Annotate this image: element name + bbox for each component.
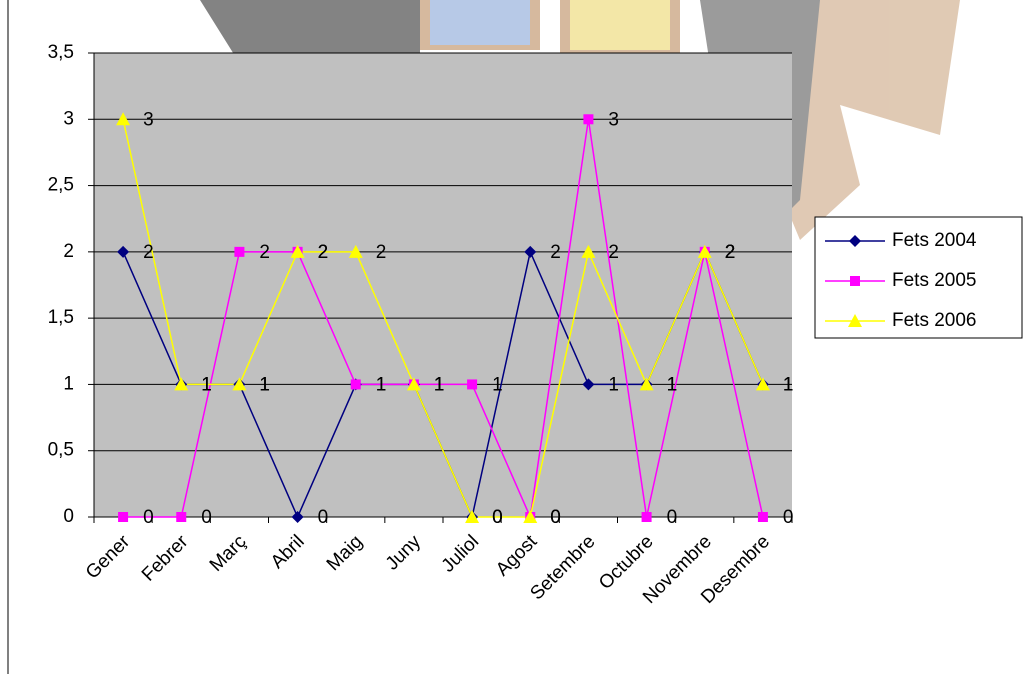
marker — [581, 244, 596, 258]
data-label: 2 — [725, 242, 736, 263]
marker — [406, 377, 421, 391]
legend-marker — [848, 314, 862, 327]
data-label: 0 — [201, 507, 212, 528]
x-tick-label: Gener — [82, 531, 135, 584]
x-tick-label: Febrer — [138, 531, 193, 586]
legend-marker — [850, 276, 860, 286]
data-label: 1 — [201, 374, 212, 395]
data-label: 2 — [725, 242, 736, 263]
data-label: 2 — [318, 242, 329, 263]
marker — [174, 377, 189, 391]
y-tick-label: 1,5 — [48, 307, 74, 328]
data-label: 0 — [143, 507, 154, 528]
marker — [755, 377, 770, 391]
data-label: 1 — [783, 374, 794, 395]
data-label: 2 — [608, 242, 619, 263]
data-label: 1 — [376, 374, 387, 395]
data-label: 3 — [143, 109, 154, 130]
marker — [697, 244, 712, 258]
data-label: 0 — [667, 507, 678, 528]
legend-box — [814, 216, 1023, 339]
data-label: 1 — [434, 374, 445, 395]
data-label: 1 — [434, 374, 445, 395]
marker — [757, 512, 768, 522]
marker — [639, 377, 654, 391]
marker — [641, 512, 652, 522]
data-label: 2 — [259, 242, 270, 263]
data-label: 1 — [259, 374, 270, 395]
data-label: 0 — [492, 507, 503, 528]
y-tick-label: 1 — [63, 373, 74, 394]
data-label: 2 — [550, 242, 561, 263]
data-label: 0 — [550, 507, 561, 528]
marker — [291, 511, 304, 523]
x-tick-label: Març — [206, 531, 251, 576]
marker — [582, 378, 595, 391]
data-label: 3 — [608, 109, 619, 130]
legend-label: Fets 2004 — [892, 230, 977, 251]
data-label: 1 — [492, 374, 503, 395]
y-tick-label: 0,5 — [48, 440, 74, 461]
data-label: 1 — [783, 374, 794, 395]
marker — [116, 112, 131, 126]
data-label: 2 — [725, 242, 736, 263]
x-tick-label: Juny — [382, 531, 426, 575]
data-label: 1 — [434, 374, 445, 395]
marker — [524, 245, 537, 258]
data-label: 2 — [143, 242, 154, 263]
data-label: 0 — [492, 507, 503, 528]
marker — [350, 379, 361, 390]
legend-label: Fets 2005 — [892, 270, 977, 291]
data-label: 0 — [783, 507, 794, 528]
legend-marker — [849, 235, 861, 247]
data-label: 2 — [376, 242, 387, 263]
data-label: 0 — [550, 507, 561, 528]
legend-label: Fets 2006 — [892, 310, 977, 331]
y-tick-label: 3,5 — [48, 42, 74, 63]
data-label: 2 — [318, 242, 329, 263]
x-tick-label: Agost — [492, 531, 542, 581]
marker — [523, 510, 538, 523]
plot-area — [94, 53, 792, 517]
marker — [118, 512, 129, 522]
marker — [348, 244, 363, 258]
data-label: 1 — [201, 374, 212, 395]
marker — [583, 114, 594, 125]
legend: Fets 2004 Fets 2005 Fets 2006 — [814, 216, 1023, 339]
marker — [290, 244, 305, 258]
data-label: 0 — [318, 507, 329, 528]
data-label: 1 — [376, 374, 387, 395]
marker — [117, 245, 130, 258]
marker — [176, 512, 187, 522]
y-tick-label: 2 — [63, 241, 74, 262]
data-label: 1 — [259, 374, 270, 395]
marker — [465, 510, 480, 523]
series-line — [123, 119, 764, 520]
y-tick-label: 3 — [63, 108, 74, 129]
data-label: 1 — [667, 374, 678, 395]
data-label: 1 — [667, 374, 678, 395]
y-tick-label: 2,5 — [48, 175, 74, 196]
marker — [232, 377, 247, 391]
x-tick-label: Abril — [267, 531, 309, 573]
x-tick-label: Juliol — [438, 531, 483, 576]
series-line — [122, 119, 764, 518]
marker — [234, 246, 245, 257]
y-tick-label: 0 — [63, 506, 74, 527]
marker — [467, 379, 478, 390]
data-label: 1 — [608, 374, 619, 395]
x-tick-label: Maig — [323, 531, 367, 575]
